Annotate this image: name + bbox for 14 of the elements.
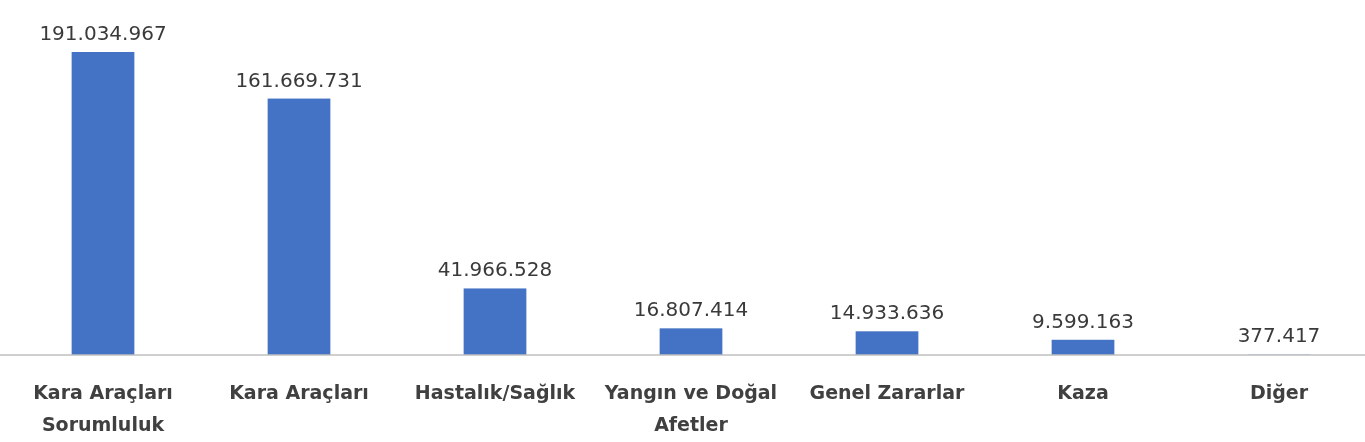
x-tick-label: Kara Araçları xyxy=(229,381,369,403)
x-tick-label: Diğer xyxy=(1249,381,1309,403)
x-tick-label: Hastalık/Sağlık xyxy=(414,381,576,403)
x-tick-label: Kaza xyxy=(1057,381,1109,403)
data-label: 377.417 xyxy=(1237,323,1321,348)
x-tick-label: Kara Araçları Sorumluluk xyxy=(33,381,173,435)
data-label: 41.966.528 xyxy=(437,257,553,282)
data-label: 16.807.414 xyxy=(633,297,749,322)
x-tick-label: Genel Zararlar xyxy=(809,381,966,403)
data-label: 9.599.163 xyxy=(1032,308,1134,333)
x-tick-label: Yangın ve Doğal Afetler xyxy=(603,381,778,435)
data-label: 14.933.636 xyxy=(829,300,945,325)
data-label: 161.669.731 xyxy=(235,67,363,92)
data-label: 191.034.967 xyxy=(39,21,167,45)
